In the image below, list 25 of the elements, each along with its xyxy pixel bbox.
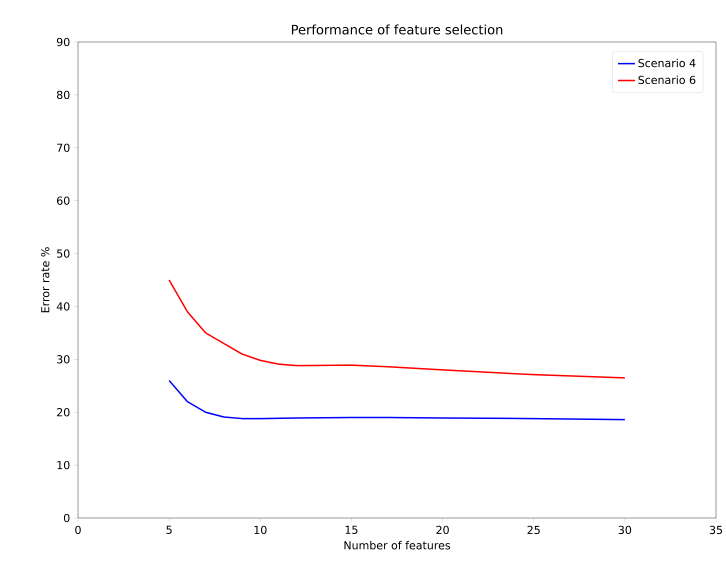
y-tick-label: 70	[57, 144, 70, 152]
line-series	[168, 279, 626, 379]
y-tick-label: 0	[64, 514, 70, 522]
y-tick-label: 30	[57, 355, 70, 364]
y-tick-label: 60	[56, 196, 70, 205]
x-axis-title: Number of features	[344, 540, 450, 550]
y-tick-label: 40	[56, 302, 70, 311]
x-tick-label: 15	[346, 526, 358, 534]
y-tick-label: 20	[57, 408, 70, 416]
x-tick-label: 20	[436, 526, 449, 534]
y-tick-label: 50	[57, 249, 70, 258]
legend-label: Scenario 4	[638, 58, 696, 68]
x-tick-label: 0	[75, 526, 81, 534]
x-tick-label: 25	[528, 526, 540, 534]
legend-label: Scenario 6	[638, 76, 696, 84]
x-tick-label: 35	[710, 526, 722, 534]
x-tick-label: 10	[254, 526, 267, 534]
y-tick-label: 80	[56, 90, 70, 100]
y-tick-label: 90	[56, 38, 70, 46]
y-axis-title: Error rate %	[41, 247, 50, 312]
x-tick-label: 30	[618, 526, 632, 534]
y-tick-label: 10	[57, 460, 70, 470]
chart-title: Performance of feature selection	[292, 24, 502, 35]
line-series	[168, 380, 626, 420]
x-tick-label: 5	[166, 526, 172, 534]
